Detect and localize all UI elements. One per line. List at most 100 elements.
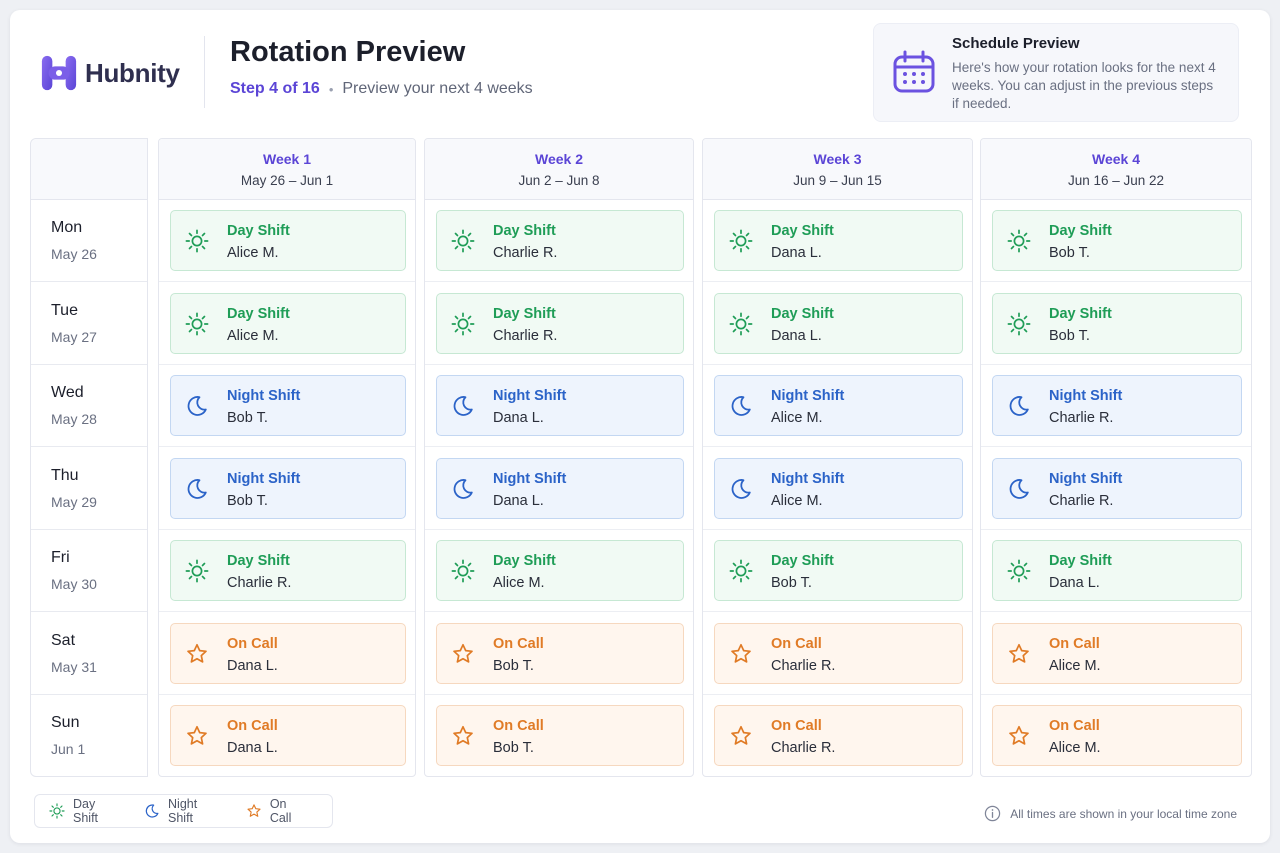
info-text: Here's how your rotation looks for the n… bbox=[952, 60, 1216, 111]
shift-cell: Day Shift Dana L. bbox=[703, 283, 972, 365]
shift-assignee: Bob T. bbox=[1049, 327, 1090, 344]
subtitle-separator: • bbox=[328, 81, 334, 97]
week-range: Jun 2 – Jun 8 bbox=[518, 173, 600, 188]
day-name: Sat bbox=[51, 631, 76, 649]
sun-icon bbox=[185, 559, 209, 583]
week-header: Week 4 Jun 16 – Jun 22 bbox=[981, 139, 1251, 200]
shift-cell: Day Shift Alice M. bbox=[425, 530, 693, 612]
brand-name: Hubnity bbox=[85, 57, 180, 88]
header-divider bbox=[204, 36, 205, 108]
shift-card[interactable]: On Call Dana L. bbox=[170, 622, 406, 684]
sun-icon bbox=[451, 229, 475, 253]
day-date: May 28 bbox=[51, 411, 97, 427]
shift-type-label: Day Shift bbox=[227, 305, 290, 322]
shift-cell: Night Shift Alice M. bbox=[703, 448, 972, 530]
shift-card[interactable]: Day Shift Bob T. bbox=[992, 292, 1242, 354]
shift-card[interactable]: Night Shift Bob T. bbox=[170, 375, 406, 436]
star-icon bbox=[185, 724, 209, 748]
shift-cell: On Call Bob T. bbox=[425, 613, 693, 695]
week-header: Week 1 May 26 – Jun 1 bbox=[159, 139, 415, 200]
shift-card[interactable]: Night Shift Bob T. bbox=[170, 457, 406, 519]
sun-icon bbox=[729, 229, 753, 253]
shift-card[interactable]: Night Shift Charlie R. bbox=[992, 457, 1242, 519]
shift-card[interactable]: Day Shift Bob T. bbox=[714, 540, 963, 601]
shift-card[interactable]: Night Shift Alice M. bbox=[714, 375, 963, 436]
week-header: Week 3 Jun 9 – Jun 15 bbox=[703, 139, 972, 200]
day-date: May 31 bbox=[51, 658, 97, 675]
shift-card[interactable]: Day Shift Alice M. bbox=[436, 540, 684, 601]
shift-card[interactable]: On Call Dana L. bbox=[170, 705, 406, 766]
page-subtitle: Step 4 of 16 • Preview your next 4 weeks bbox=[230, 80, 533, 98]
shift-card[interactable]: On Call Bob T. bbox=[436, 622, 684, 684]
day-row-sun: Sun Jun 1 bbox=[31, 695, 147, 777]
shift-card[interactable]: Night Shift Dana L. bbox=[436, 457, 684, 519]
shift-card[interactable]: On Call Charlie R. bbox=[714, 705, 963, 766]
star-icon bbox=[185, 642, 209, 666]
shift-card[interactable]: Day Shift Bob T. bbox=[992, 210, 1242, 271]
star-icon bbox=[451, 642, 475, 666]
info-title: Schedule Preview bbox=[952, 35, 1080, 52]
shift-assignee: Alice M. bbox=[227, 327, 279, 344]
day-column-header bbox=[31, 139, 147, 200]
shift-cell: Night Shift Charlie R. bbox=[981, 448, 1251, 530]
shift-card[interactable]: On Call Alice M. bbox=[992, 622, 1242, 684]
shift-type-label: Night Shift bbox=[227, 470, 301, 487]
shift-type-label: Night Shift bbox=[493, 470, 567, 487]
day-row-tue: Tue May 27 bbox=[31, 283, 147, 365]
shift-assignee: Dana L. bbox=[493, 492, 544, 509]
day-row-mon: Mon May 26 bbox=[31, 200, 147, 282]
shift-cell: Day Shift Bob T. bbox=[981, 200, 1251, 282]
shift-card[interactable]: Night Shift Alice M. bbox=[714, 457, 963, 519]
shift-card[interactable]: On Call Charlie R. bbox=[714, 622, 963, 684]
shift-assignee: Dana L. bbox=[493, 410, 544, 426]
shift-assignee: Alice M. bbox=[1049, 740, 1101, 756]
shift-type-label: On Call bbox=[227, 718, 278, 734]
shift-type-label: Day Shift bbox=[493, 553, 556, 569]
shift-type-label: Day Shift bbox=[227, 223, 290, 239]
shift-card[interactable]: Day Shift Charlie R. bbox=[436, 292, 684, 354]
day-name: Mon bbox=[51, 219, 83, 236]
sun-icon bbox=[1007, 312, 1031, 336]
shift-card[interactable]: Day Shift Dana L. bbox=[992, 540, 1242, 601]
shift-card[interactable]: Day Shift Dana L. bbox=[714, 292, 963, 354]
shift-card[interactable]: Night Shift Charlie R. bbox=[992, 375, 1242, 436]
moon-icon bbox=[185, 477, 209, 501]
sun-icon bbox=[729, 559, 753, 583]
shift-card[interactable]: On Call Bob T. bbox=[436, 705, 684, 766]
shift-card[interactable]: Day Shift Charlie R. bbox=[436, 210, 684, 271]
shift-type-label: Day Shift bbox=[493, 305, 556, 322]
shift-card[interactable]: Day Shift Dana L. bbox=[714, 210, 963, 271]
shift-card[interactable]: Day Shift Alice M. bbox=[170, 292, 406, 354]
day-date: May 26 bbox=[51, 246, 97, 262]
shift-assignee: Charlie R. bbox=[493, 245, 558, 261]
sun-icon bbox=[451, 559, 475, 583]
shift-cell: Night Shift Alice M. bbox=[703, 365, 972, 447]
week-column-1: Week 1 May 26 – Jun 1 Day Shift Alice M. Day… bbox=[158, 138, 416, 777]
page-description: Preview your next 4 weeks bbox=[342, 80, 533, 97]
shift-card[interactable]: Day Shift Charlie R. bbox=[170, 540, 406, 601]
week-header: Week 2 Jun 2 – Jun 8 bbox=[425, 139, 693, 200]
step-indicator: Step 4 of 16 bbox=[230, 80, 320, 97]
day-name: Fri bbox=[51, 549, 70, 566]
star-icon bbox=[729, 724, 753, 748]
shift-card[interactable]: Night Shift Dana L. bbox=[436, 375, 684, 436]
shift-legend: Day Shift Night Shift On Call bbox=[34, 794, 333, 828]
star-icon bbox=[729, 642, 753, 666]
shift-cell: Night Shift Charlie R. bbox=[981, 365, 1251, 447]
day-date: May 27 bbox=[51, 328, 97, 345]
shift-card[interactable]: On Call Alice M. bbox=[992, 705, 1242, 766]
shift-card[interactable]: Day Shift Alice M. bbox=[170, 210, 406, 271]
timezone-note-text: All times are shown in your local time z… bbox=[1010, 806, 1237, 821]
shift-assignee: Alice M. bbox=[771, 492, 823, 509]
shift-assignee: Bob T. bbox=[771, 575, 812, 591]
day-name: Tue bbox=[51, 301, 78, 319]
shift-cell: On Call Bob T. bbox=[425, 695, 693, 777]
shift-cell: On Call Alice M. bbox=[981, 613, 1251, 695]
shift-type-label: On Call bbox=[493, 718, 544, 734]
sun-icon bbox=[185, 229, 209, 253]
sun-icon bbox=[49, 803, 73, 819]
shift-cell: Day Shift Bob T. bbox=[703, 530, 972, 612]
star-icon bbox=[246, 803, 270, 819]
shift-type-label: Night Shift bbox=[227, 388, 301, 404]
shift-type-label: Day Shift bbox=[1049, 223, 1112, 239]
